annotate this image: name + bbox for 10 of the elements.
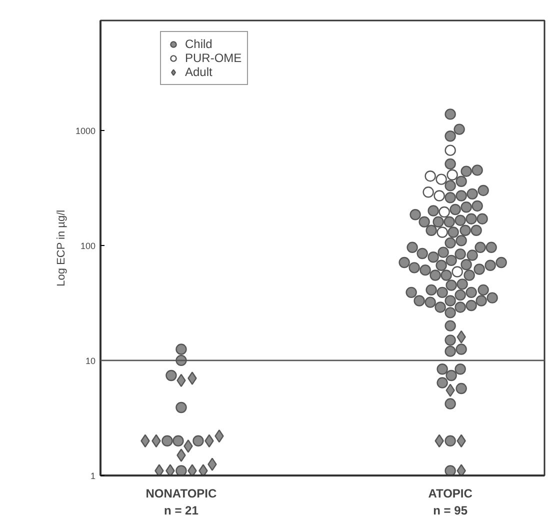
y-tick-label: 100 <box>80 240 96 251</box>
legend-label: Child <box>185 37 212 51</box>
y-axis-title: Log ECP in µg/l <box>55 210 68 286</box>
y-tick-label: 1000 <box>75 126 96 136</box>
legend-label: PUR-OME <box>185 51 242 65</box>
x-tick-label: ATOPIC n = 95 <box>428 486 473 518</box>
y-tick-label: 10 <box>85 356 96 366</box>
legend-label: Adult <box>185 65 212 79</box>
y-tick-label: 1 <box>90 471 96 481</box>
x-tick-label: NONATOPIC n = 21 <box>146 486 218 518</box>
